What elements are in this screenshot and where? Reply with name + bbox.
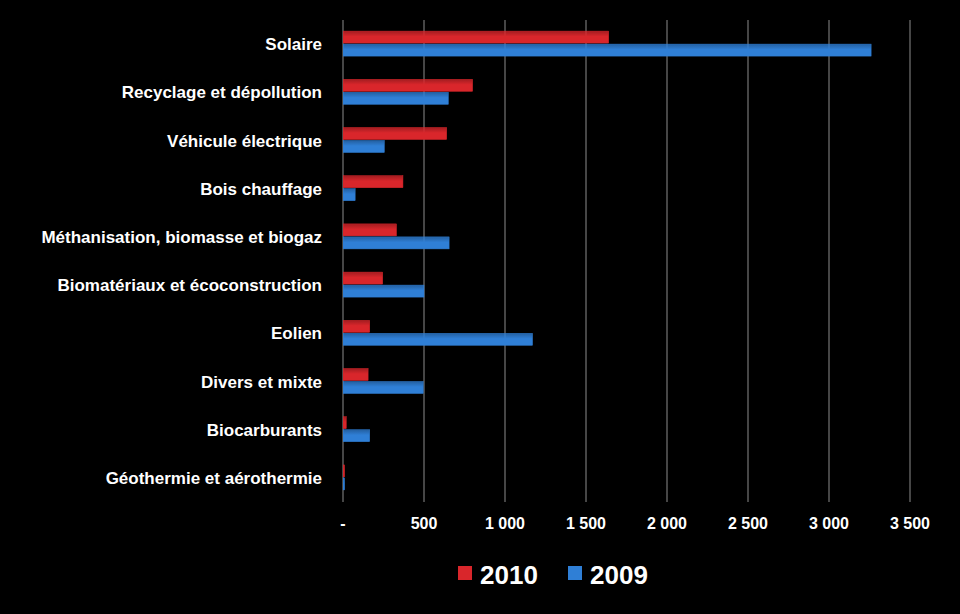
category-label: Bois chauffage <box>200 180 322 199</box>
grid-line <box>505 20 506 502</box>
tick-label: 3 500 <box>890 515 930 532</box>
legend-label: 2009 <box>590 560 648 590</box>
grid-line <box>910 20 911 502</box>
category-label: Méthanisation, biomasse et biogaz <box>41 228 322 247</box>
category-label: Eolien <box>271 324 322 343</box>
tick-label: 2 500 <box>728 515 768 532</box>
category-label: Recyclage et dépollution <box>122 83 322 102</box>
legend: 2010 2009 <box>458 560 648 590</box>
grid-line <box>667 20 668 502</box>
bar <box>343 417 346 429</box>
category-label: Biocarburants <box>207 421 322 440</box>
bars <box>343 31 871 490</box>
bar <box>343 382 423 394</box>
bar <box>343 272 383 284</box>
legend-label: 2010 <box>480 560 538 590</box>
bar <box>343 369 368 381</box>
bar <box>343 128 447 140</box>
category-label: Géothermie et aérothermie <box>106 469 322 488</box>
tick-label: 1 000 <box>485 515 525 532</box>
bar <box>343 237 449 249</box>
legend-swatch <box>568 566 582 580</box>
bar <box>343 92 448 104</box>
tick-label: - <box>340 515 345 532</box>
bar <box>343 224 396 236</box>
tick-label: 3 000 <box>809 515 849 532</box>
category-label: Solaire <box>265 35 322 54</box>
legend-swatch <box>458 566 472 580</box>
bar <box>343 320 370 332</box>
bar <box>343 31 609 43</box>
tick-label: 1 500 <box>566 515 606 532</box>
bar <box>343 79 473 91</box>
chart: - 500 1 000 1 500 2 000 2 500 3 000 3 500 Solair… <box>0 0 960 614</box>
category-label: Véhicule électrique <box>167 132 322 151</box>
bar <box>343 176 403 188</box>
grid <box>343 20 910 502</box>
tick-label: 2 000 <box>647 515 687 532</box>
background <box>0 0 960 614</box>
category-label: Divers et mixte <box>201 373 322 392</box>
grid-line <box>586 20 587 502</box>
bar <box>343 465 345 477</box>
bar <box>343 44 871 56</box>
bar <box>343 430 370 442</box>
category-label: Biomatériaux et écoconstruction <box>57 276 322 295</box>
bar <box>343 333 533 345</box>
tick-label: 500 <box>411 515 438 532</box>
grid-line <box>748 20 749 502</box>
bar <box>343 189 355 201</box>
bar <box>343 285 424 297</box>
grid-line <box>829 20 830 502</box>
bar <box>343 478 345 490</box>
bar <box>343 141 384 153</box>
